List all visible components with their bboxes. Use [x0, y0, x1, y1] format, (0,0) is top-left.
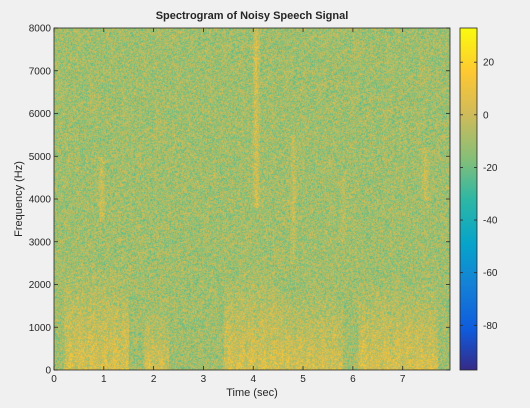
y-tick-label: 3000 — [29, 237, 52, 248]
colorbar-tick-label: -60 — [483, 268, 498, 279]
spectrogram-image-wrapper — [54, 28, 450, 370]
y-tick-label: 7000 — [29, 66, 52, 77]
colorbar-tick-label: -40 — [483, 216, 498, 227]
x-tick-label: 6 — [350, 374, 356, 385]
y-axis-label: Frequency (Hz) — [13, 161, 25, 237]
colorbar-tick-label: -80 — [483, 321, 498, 332]
x-tick-label: 2 — [151, 374, 157, 385]
x-tick-label: 1 — [101, 374, 107, 385]
colorbar-tick-label: 0 — [483, 110, 489, 121]
y-tick-label: 2000 — [29, 280, 52, 291]
spectrogram-image — [54, 28, 450, 370]
y-tick-label: 0 — [45, 366, 51, 377]
y-axis: 0 1000 2000 3000 4000 5000 6000 7000 8000 — [29, 24, 450, 377]
y-tick-label: 8000 — [29, 24, 52, 35]
x-axis: 0 1 2 3 4 5 6 7 — [51, 28, 406, 385]
x-tick-label: 3 — [201, 374, 207, 385]
y-tick-label: 1000 — [29, 323, 52, 334]
x-axis-label: Time (sec) — [226, 387, 278, 399]
colorbar — [459, 27, 478, 371]
colorbar-axis: 20 0 -20 -40 -60 -80 — [460, 58, 498, 332]
y-tick-label: 4000 — [29, 195, 52, 206]
x-tick-label: 0 — [51, 374, 57, 385]
colorbar-tick-label: 20 — [483, 58, 495, 69]
colorbar-tick-label: -20 — [483, 163, 498, 174]
chart-title: Spectrogram of Noisy Speech Signal — [156, 10, 349, 22]
y-tick-label: 6000 — [29, 109, 52, 120]
x-tick-label: 7 — [400, 374, 406, 385]
x-tick-label: 5 — [300, 374, 306, 385]
y-tick-label: 5000 — [29, 152, 52, 163]
x-tick-label: 4 — [250, 374, 256, 385]
